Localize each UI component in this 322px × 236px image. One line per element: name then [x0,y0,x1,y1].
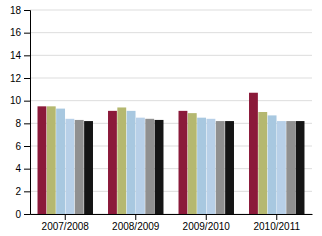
tick: 0 [15,209,30,220]
tick-label: 6 [15,141,21,152]
tick-mark [24,191,30,192]
bar [136,118,145,214]
bar-series [38,93,258,214]
bars [38,93,305,214]
bar [117,107,126,214]
tick-mark [24,123,30,124]
tick-mark [135,214,136,220]
tick-label: 2008/2009 [112,221,160,232]
grid-line [30,78,312,79]
bar [277,121,286,214]
bar [216,121,225,214]
tick-label: 14 [10,50,22,61]
axis-line [24,11,31,215]
grid-line [30,10,312,11]
bar-series [47,106,267,214]
grid [30,10,312,214]
tick-mark [276,214,277,220]
tick: 2 [15,186,30,197]
tick-label: 2010/2011 [253,221,300,232]
bar-series [65,118,285,214]
tick-label: 10 [10,95,22,106]
tick-mark [24,78,30,79]
tick-label: 0 [15,209,21,220]
bar [225,121,234,214]
bar [65,119,74,214]
tick-mark [24,10,30,11]
tick-mark [24,55,30,56]
bar [84,121,93,214]
tick: 16 [10,27,30,38]
tick-label: 12 [10,73,22,84]
bar-series [84,120,304,214]
tick-label: 4 [15,163,21,174]
tick: 12 [10,73,30,84]
tick-mark [24,214,30,215]
plot: 0 2 4 6 8 10 12 14 16 18 2007/2008 2008/2009 2009/20… [10,5,313,232]
tick-mark [206,214,207,220]
tick: 14 [10,50,30,61]
grid-line [30,100,312,101]
tick: 2007/2008 [42,214,90,232]
tick: 2009/2010 [183,214,231,232]
bar [249,93,258,214]
tick-label: 18 [10,5,22,16]
bar [258,112,267,214]
tick-mark [24,33,30,34]
bar [155,120,164,214]
bar [268,115,277,214]
bar [38,106,47,214]
bar [206,119,215,214]
tick: 10 [10,95,30,106]
y-axis: 0 2 4 6 8 10 12 14 16 18 [10,5,31,220]
tick: 18 [10,5,30,16]
bar [108,111,117,214]
bar [145,119,154,214]
chart: 0 2 4 6 8 10 12 14 16 18 2007/2008 2008/2009 2009/20… [0,0,322,236]
tick: 6 [15,141,30,152]
bar [56,109,65,214]
bar [188,113,197,214]
axis-line [31,214,313,215]
grid-line [30,55,312,56]
tick-mark [65,214,66,220]
bar [75,120,84,214]
tick-label: 2009/2010 [183,221,231,232]
bar-series [75,119,295,214]
grid-line [30,32,312,33]
bar [127,111,136,214]
x-axis: 2007/2008 2008/2009 2009/2010 2010/2011 [31,214,313,232]
tick-label: 8 [15,118,21,129]
tick: 4 [15,163,30,174]
bar [296,121,305,214]
tick: 2008/2009 [112,214,160,232]
tick: 2010/2011 [253,214,300,232]
tick-label: 2007/2008 [42,221,90,232]
tick-mark [24,146,30,147]
bar [47,106,56,214]
bar [286,121,295,214]
tick-mark [24,169,30,170]
tick-mark [24,101,30,102]
bar [197,118,206,214]
tick: 8 [15,118,30,129]
tick-label: 2 [15,186,21,197]
bar [179,111,188,214]
bar-series [56,109,276,214]
tick-label: 16 [10,27,22,38]
